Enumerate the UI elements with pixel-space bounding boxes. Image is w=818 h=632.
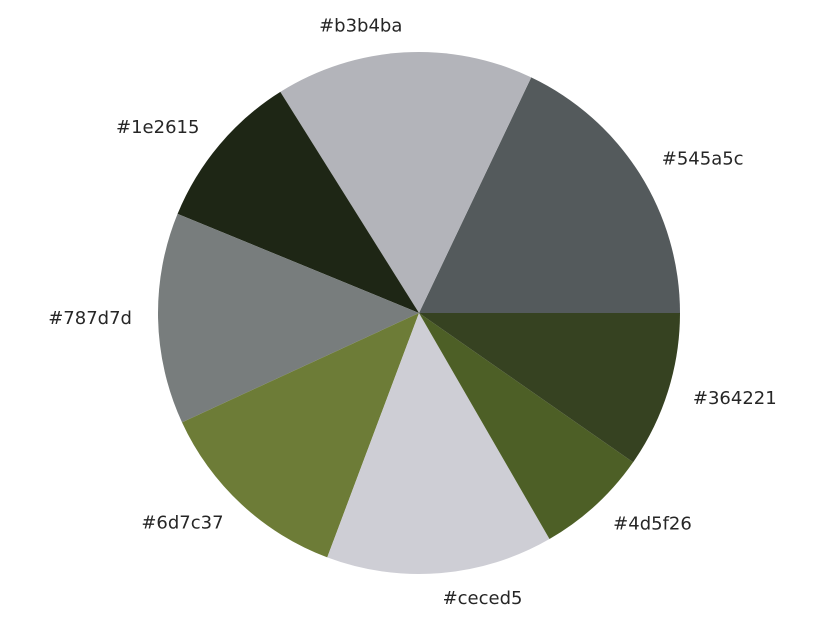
pie-labels: #545a5c #b3b4ba #1e2615 #787d7d #6d7c37 #cece… <box>48 15 776 609</box>
pie-slice-label: #4d5f26 <box>613 513 692 534</box>
pie-slice-label: #787d7d <box>48 308 132 329</box>
pie-slice-label: #545a5c <box>662 149 744 170</box>
pie-slice <box>177 91 419 313</box>
pie-slice <box>419 77 680 313</box>
pie-slice-label: #b3b4ba <box>319 15 402 36</box>
pie-slice <box>182 313 419 558</box>
pie-slice <box>157 213 419 423</box>
pie-slice <box>419 313 680 463</box>
pie-slice-label: #364221 <box>693 388 777 409</box>
pie-slice <box>419 313 634 540</box>
pie-slices <box>157 51 680 574</box>
pie-slice-label: #1e2615 <box>116 117 199 138</box>
pie-slice-label: #6d7c37 <box>141 512 223 533</box>
pie-slice-label: #ceced5 <box>443 588 523 609</box>
pie-slice <box>327 313 550 574</box>
pie-slice <box>280 51 532 314</box>
